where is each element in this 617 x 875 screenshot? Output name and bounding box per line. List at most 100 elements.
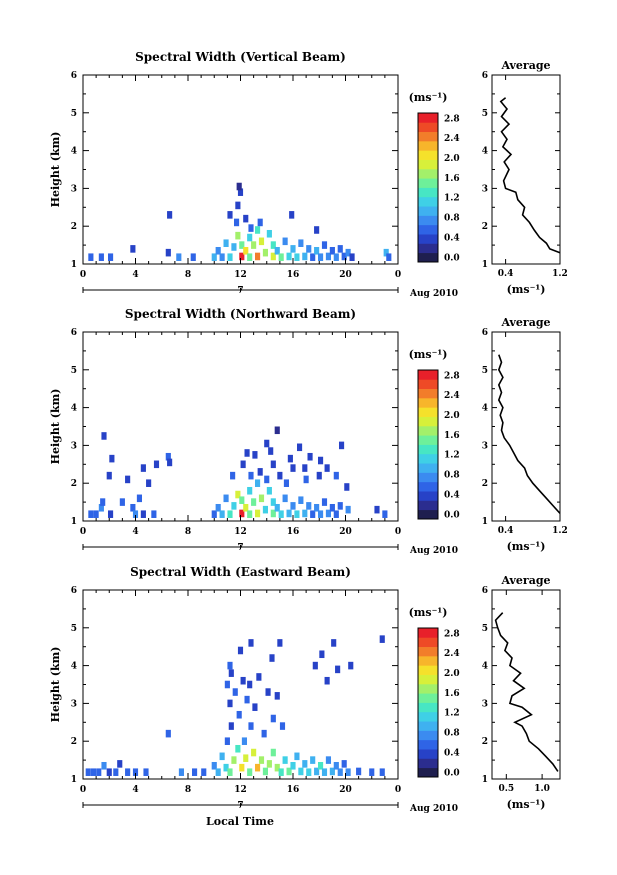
heatmap-cell <box>237 188 244 196</box>
heatmap-cell <box>335 665 341 674</box>
heatmap-cell <box>345 768 351 776</box>
heatmap-cell <box>278 768 284 776</box>
colorbar-segment <box>418 721 438 731</box>
heatmap-cell <box>257 468 263 476</box>
heatmap-cell <box>298 239 304 247</box>
colorbar-segment <box>418 683 438 694</box>
profile-y-tick-label: 2 <box>482 737 488 747</box>
heatmap-cell <box>321 768 328 776</box>
heatmap-cell <box>248 639 254 647</box>
colorbar-tick-label: 1.2 <box>444 709 460 719</box>
heatmap-cell <box>227 699 233 708</box>
colorbar-tick-label: 2.8 <box>444 629 460 639</box>
colorbar-tick-label: 0.4 <box>444 233 460 243</box>
panel-3: Spectral Width (Eastward Beam)0 4 8 12 16 20 0… <box>49 565 561 814</box>
heatmap-cell <box>223 239 229 247</box>
colorbar-segment <box>418 215 438 226</box>
heatmap-cell <box>262 248 269 257</box>
heatmap-cell <box>235 490 241 499</box>
colorbar-tick-label: 0.0 <box>444 768 460 778</box>
heatmap-cell <box>337 245 343 253</box>
heatmap-cell <box>223 494 229 503</box>
heatmap-cell <box>244 449 250 457</box>
heatmap-cell <box>337 768 343 776</box>
heatmap-cell <box>319 650 325 659</box>
heatmap-cell <box>265 688 271 696</box>
colorbar-tick-label: 1.2 <box>444 194 460 204</box>
heatmap-cell <box>165 248 171 257</box>
heatmap-cell <box>254 763 261 772</box>
date-label: 7 <box>237 286 243 296</box>
heatmap-cell <box>96 768 102 776</box>
heatmap-cell <box>278 510 284 518</box>
heatmap-cell <box>251 241 257 249</box>
heatmap-cell <box>228 669 234 677</box>
heatmap-cell <box>132 510 139 518</box>
colorbar-segment <box>418 113 438 123</box>
colorbar-segment <box>418 243 438 254</box>
date-label: 7 <box>237 801 243 811</box>
x-tick-label: 16 <box>287 527 300 537</box>
colorbar-segment <box>418 453 438 464</box>
heatmap-cell <box>277 639 283 647</box>
heatmap-cell <box>140 510 146 518</box>
heatmap-cell <box>247 486 253 495</box>
profile-line <box>497 354 561 514</box>
colorbar-tick-label: 2.8 <box>444 114 460 124</box>
heatmap-cell <box>93 510 99 518</box>
heatmap-cell <box>268 447 274 455</box>
profile-x-label: (ms⁻¹) <box>507 540 546 553</box>
heatmap-cell <box>240 460 246 469</box>
heatmap-cell <box>270 241 276 249</box>
heatmap-cell <box>190 253 196 261</box>
colorbar-frame <box>417 369 439 520</box>
x-tick-label: 8 <box>185 527 191 537</box>
profile-y-tick-label: 6 <box>482 328 488 338</box>
heatmap-cell <box>348 661 354 670</box>
heatmap-cell <box>251 498 257 506</box>
colorbar-segment <box>418 655 438 666</box>
heatmap-cell <box>270 748 276 757</box>
heatmap-cell <box>270 498 276 506</box>
heatmap-cell <box>258 494 265 503</box>
colorbar-segment <box>418 370 438 380</box>
x-tick-label: 4 <box>132 270 138 280</box>
heatmap-cell <box>243 503 249 512</box>
colorbar-tick-label: 2.4 <box>444 649 460 659</box>
heatmap-cell <box>321 498 328 506</box>
heatmap-cell <box>146 479 152 487</box>
heatmap-cell <box>106 471 112 480</box>
heatmap-cell <box>310 756 316 764</box>
y-tick-label: 3 <box>71 441 77 451</box>
colorbar-tick-label: 2.8 <box>444 371 460 381</box>
colorbar-tick-label: 2.0 <box>444 411 460 421</box>
heatmap-cell <box>278 253 284 261</box>
x-tick-label: 16 <box>287 785 300 795</box>
heatmap-cell <box>239 496 245 504</box>
heatmap-cell <box>270 460 276 469</box>
heatmap-cell <box>231 756 237 764</box>
colorbar-segment <box>418 637 438 648</box>
colorbar-segment <box>418 168 438 179</box>
y-tick-label: 2 <box>71 737 77 747</box>
heatmap-cell <box>219 752 225 761</box>
y-tick-label: 5 <box>71 109 77 119</box>
heatmap-cell <box>325 509 332 518</box>
heatmap-cell <box>223 763 229 772</box>
colorbar-segment <box>418 234 438 244</box>
heatmap-cell <box>231 502 237 510</box>
heatmap-cell <box>248 471 254 480</box>
heatmap-cell <box>232 688 238 696</box>
colorbar-tick-label: 2.4 <box>444 134 460 144</box>
heatmap-cell <box>294 510 300 518</box>
heatmap-cell <box>239 252 245 261</box>
colorbar-segment <box>418 509 438 520</box>
heatmap-cell <box>243 754 249 762</box>
profile-frame <box>491 589 561 780</box>
heatmap-cell <box>333 253 339 261</box>
x-tick-label: 16 <box>287 270 300 280</box>
profile-line <box>494 612 559 772</box>
profile-x-tick-label: 1.0 <box>534 784 550 794</box>
heatmap-cell <box>227 211 233 219</box>
